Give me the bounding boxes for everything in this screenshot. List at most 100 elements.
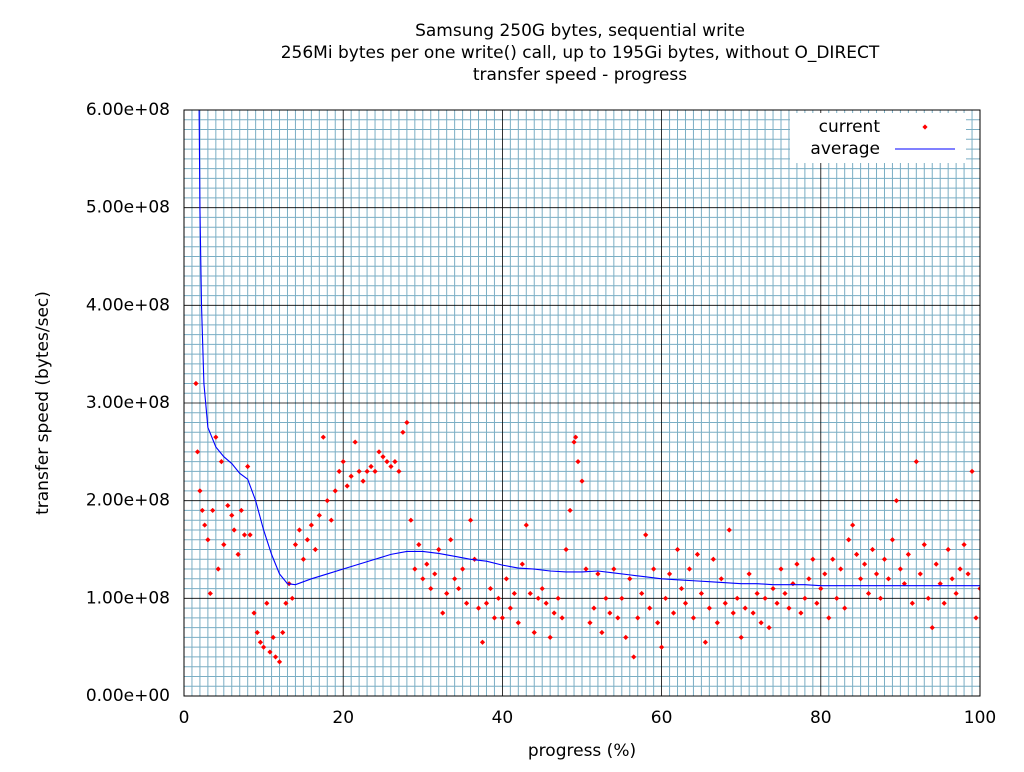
data-point: [231, 527, 237, 533]
data-point: [945, 546, 951, 553]
x-tick-label: 100: [964, 708, 996, 728]
data-point: [344, 483, 350, 489]
data-point: [199, 507, 205, 514]
plot-area: [193, 110, 980, 665]
data-point: [491, 615, 498, 621]
data-point: [316, 512, 322, 518]
data-point: [210, 507, 216, 514]
data-point: [241, 532, 248, 538]
data-point: [838, 566, 844, 572]
data-point: [830, 556, 836, 562]
data-point: [758, 620, 764, 626]
data-point: [527, 590, 533, 597]
data-point: [766, 625, 772, 631]
data-point: [718, 576, 724, 582]
data-point: [937, 581, 943, 587]
data-point: [254, 629, 260, 636]
data-point: [507, 605, 513, 611]
data-point: [858, 576, 864, 582]
x-tick-label: 40: [492, 708, 514, 728]
data-point: [595, 571, 601, 577]
data-point: [272, 654, 279, 660]
data-point: [674, 546, 681, 553]
data-point: [861, 561, 868, 567]
data-point: [283, 600, 289, 606]
data-point: [714, 620, 720, 626]
data-point: [229, 512, 235, 518]
x-tick-label: 60: [651, 708, 673, 728]
data-point: [702, 639, 708, 645]
data-point: [267, 649, 273, 655]
data-point: [706, 605, 712, 611]
data-point: [364, 468, 370, 474]
data-point: [802, 595, 808, 601]
data-point: [352, 439, 358, 445]
data-point: [531, 629, 537, 636]
data-point: [615, 615, 621, 621]
data-point: [479, 639, 486, 645]
data-point: [245, 463, 251, 470]
data-point: [949, 576, 955, 582]
data-point: [742, 605, 748, 611]
data-point: [921, 542, 927, 548]
data-point: [953, 590, 959, 597]
data-point: [463, 600, 470, 606]
data-point: [456, 585, 462, 592]
y-tick-label: 1.00e+08: [86, 588, 170, 608]
data-point: [499, 615, 505, 621]
data-point: [754, 590, 760, 597]
data-point: [340, 459, 346, 465]
x-tick-label: 20: [332, 708, 354, 728]
data-point: [324, 498, 330, 504]
y-tick-label: 4.00e+08: [86, 295, 170, 315]
data-point: [842, 605, 848, 611]
data-point: [810, 556, 816, 562]
data-point: [877, 595, 884, 601]
data-point: [396, 468, 402, 474]
data-point: [762, 595, 768, 601]
y-tick-label: 3.00e+08: [86, 393, 170, 413]
data-point: [495, 595, 502, 601]
data-point: [611, 566, 617, 572]
data-point: [738, 634, 744, 640]
data-point: [885, 576, 892, 582]
data-point: [941, 600, 947, 606]
data-point: [643, 532, 649, 538]
data-point: [376, 449, 382, 455]
data-point: [384, 459, 390, 465]
data-point: [694, 551, 701, 557]
data-point: [328, 517, 334, 523]
data-point: [264, 600, 270, 606]
data-point: [408, 517, 414, 523]
data-point: [300, 556, 306, 562]
data-point: [332, 488, 338, 494]
data-point: [483, 600, 490, 606]
data-point: [909, 600, 915, 606]
data-point: [388, 463, 394, 470]
data-point: [251, 610, 257, 616]
data-point: [623, 634, 629, 640]
data-point: [734, 595, 740, 601]
data-point: [448, 537, 454, 543]
data-point: [238, 507, 244, 514]
data-point: [475, 605, 482, 611]
data-point: [424, 561, 430, 567]
data-point: [276, 659, 283, 665]
data-point: [587, 620, 593, 626]
data-point: [690, 615, 697, 621]
data-point: [535, 595, 541, 601]
data-point: [651, 566, 657, 572]
data-point: [261, 644, 267, 650]
data-point: [523, 522, 529, 528]
data-point: [826, 615, 832, 621]
chart-title: 256Mi bytes per one write() call, up to …: [281, 43, 880, 63]
data-point: [635, 615, 641, 621]
data-point: [905, 551, 911, 557]
data-point: [247, 532, 253, 538]
data-point: [627, 576, 633, 582]
data-point: [822, 571, 828, 577]
data-point: [289, 595, 295, 601]
data-point: [869, 546, 876, 553]
data-point: [320, 434, 326, 440]
data-point: [404, 419, 410, 426]
